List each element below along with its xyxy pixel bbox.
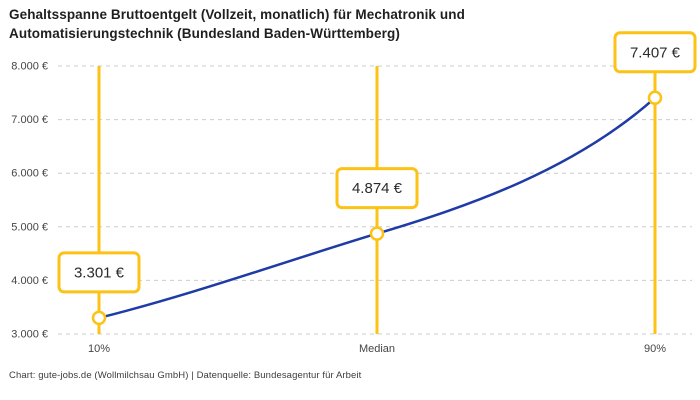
x-axis-tick-label: 90% <box>644 343 666 355</box>
value-label-box <box>57 251 141 294</box>
x-axis-tick-label: Median <box>359 343 395 355</box>
value-label-box <box>613 31 697 74</box>
y-axis-tick-label: 6.000 € <box>11 168 48 180</box>
y-axis-tick-label: 3.000 € <box>11 329 48 341</box>
chart-title: Gehaltsspanne Bruttoentgelt (Vollzeit, m… <box>9 7 465 41</box>
x-axis-tick-label: 10% <box>88 343 110 355</box>
value-label: 4.874 € <box>352 180 403 197</box>
y-axis-tick-label: 4.000 € <box>11 275 48 287</box>
data-point-marker <box>91 310 107 326</box>
y-axis-tick-label: 5.000 € <box>11 221 48 233</box>
data-point-marker <box>369 226 385 241</box>
value-label: 3.301 € <box>74 264 125 281</box>
chart-source-attribution: Chart: gute-jobs.de (Wollmilchsau GmbH) … <box>9 370 362 381</box>
value-label: 7.407 € <box>630 44 681 61</box>
y-axis-tick-label: 8.000 € <box>11 61 48 73</box>
data-point-marker <box>647 90 663 106</box>
y-axis-tick-label: 7.000 € <box>11 114 48 126</box>
value-label-box <box>335 167 419 210</box>
